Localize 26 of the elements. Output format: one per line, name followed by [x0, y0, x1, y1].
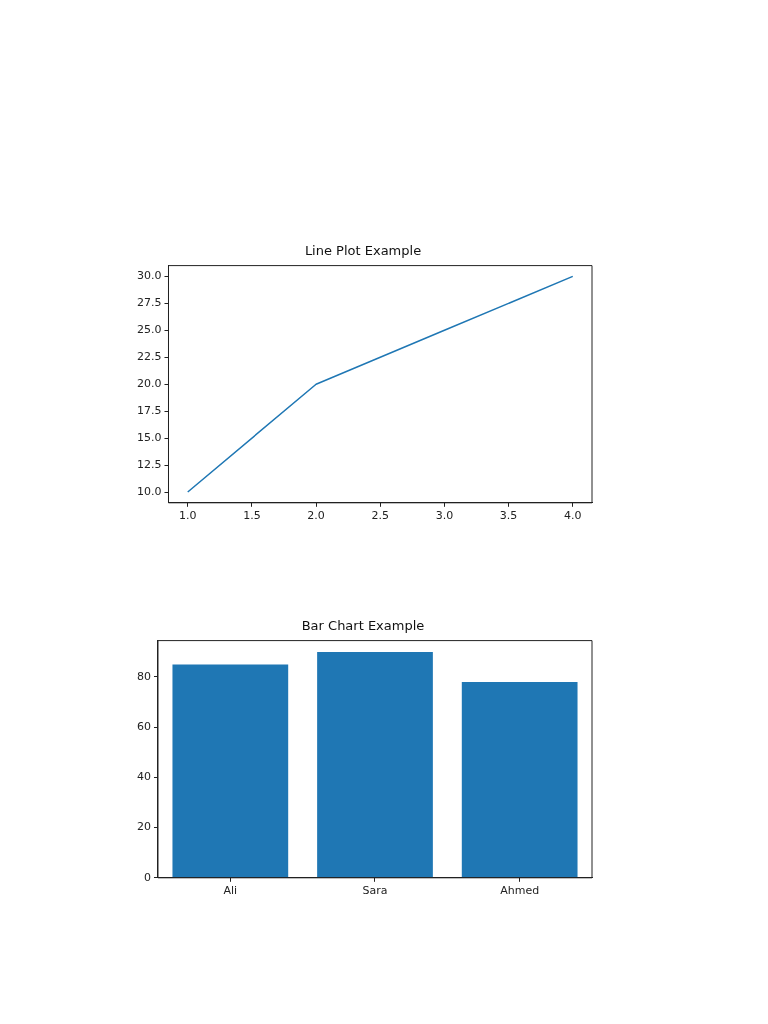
- y-tick-label: 25.0: [136, 323, 162, 337]
- y-tick-label: 22.5: [136, 350, 162, 364]
- y-tick-label: 30.0: [136, 269, 162, 283]
- x-tick-label: 1.5: [243, 509, 261, 523]
- x-tick-label: 1.0: [178, 509, 197, 523]
- y-tick-label: 60: [137, 720, 151, 734]
- x-tick-label: 3.0: [435, 509, 454, 523]
- y-tick-label: 20: [137, 820, 151, 834]
- y-tick-label: 40: [137, 770, 151, 784]
- y-tick-label: 0: [144, 870, 151, 884]
- chart-title: Bar Chart Example: [301, 618, 425, 634]
- x-tick-label: 3.5: [499, 509, 518, 523]
- y-tick-label: 17.5: [136, 404, 162, 418]
- y-tick-label: 80: [137, 669, 151, 683]
- y-tick-label: 10.0: [136, 484, 162, 498]
- x-tick-label: Ahmed: [500, 884, 540, 898]
- chart-title: Line Plot Example: [304, 243, 422, 259]
- x-tick-label: 4.0: [564, 509, 582, 523]
- x-tick-label: Ali: [223, 884, 238, 898]
- y-tick-label: 27.5: [136, 296, 162, 310]
- x-tick-label: 2.0: [307, 509, 325, 523]
- x-tick-label: Sara: [362, 884, 388, 898]
- y-tick-label: 20.0: [136, 377, 162, 391]
- x-tick-label: 2.5: [371, 509, 389, 523]
- y-tick-label: 12.5: [136, 457, 162, 471]
- y-tick-label: 15.0: [136, 430, 162, 444]
